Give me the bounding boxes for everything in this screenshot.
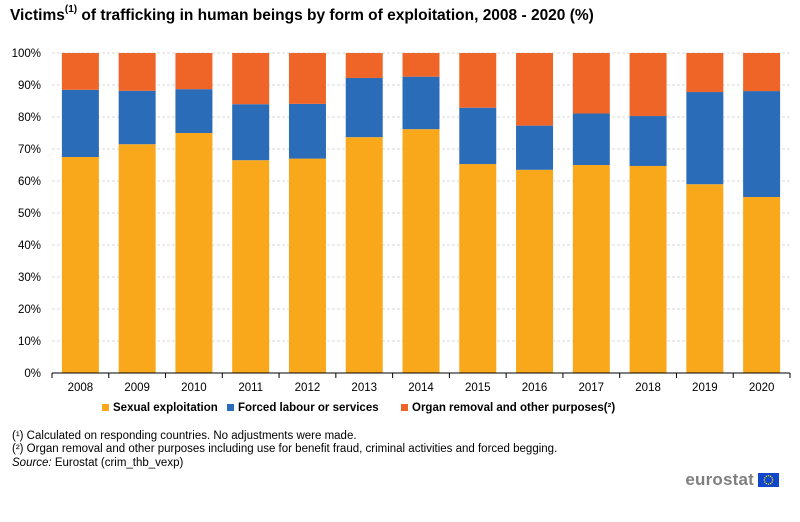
eurostat-logo-text: eurostat [685, 470, 754, 489]
y-axis-ticks: 0% 10% 20% 30% 40% 50% 60% 70% 80% 90% 100% [12, 48, 41, 380]
y-tick-label: 0% [24, 368, 41, 380]
y-tick-label: 40% [18, 240, 41, 252]
eu-flag-icon [758, 473, 779, 487]
x-tick-label: 2011 [238, 382, 263, 394]
bar-segment [686, 92, 724, 185]
bar-segment [572, 113, 610, 165]
flag-star [767, 483, 770, 485]
source-text: Eurostat (crim_thb_vexp) [51, 457, 184, 469]
source-line: Source: Eurostat (crim_thb_vexp) [12, 457, 183, 469]
y-tick-label: 20% [18, 304, 41, 316]
flag-star [767, 475, 770, 477]
bar-segment [118, 53, 156, 91]
x-tick-label: 2016 [522, 382, 548, 394]
legend: Sexual exploitation Forced labour or serv… [102, 402, 615, 414]
bar-segment [345, 77, 383, 138]
bar-segment [61, 53, 99, 90]
bar-segment [459, 164, 497, 373]
flag-star [764, 477, 766, 479]
flag-star [769, 482, 772, 485]
source-label: Source: [12, 457, 52, 469]
x-tick-label: 2008 [68, 382, 94, 394]
bar-segment [232, 53, 270, 105]
flag-star [771, 481, 773, 483]
y-tick-label: 100% [12, 48, 41, 60]
x-axis-ticks: 2008 2009 2010 2011 2012 2013 2014 2015 2016 2017… [51, 373, 791, 394]
y-tick-label: 70% [18, 144, 41, 156]
y-tick-label: 80% [18, 112, 41, 124]
bar-segment [402, 129, 440, 373]
flag-background [758, 473, 779, 487]
flag-star [772, 479, 774, 481]
bar-segment [743, 53, 781, 92]
footnote-1: (¹) Calculated on responding countries. … [12, 430, 357, 442]
bar-segment [232, 104, 270, 161]
bar-segment [629, 116, 667, 166]
x-tick-label: 2010 [181, 382, 207, 394]
y-tick-label: 90% [18, 80, 41, 92]
bar-segment [459, 107, 497, 165]
bar-segment [402, 53, 440, 77]
x-tick-label: 2012 [295, 382, 321, 394]
flag-star [771, 477, 773, 479]
bar-segment [175, 53, 213, 90]
flag-star [765, 482, 768, 485]
bar-segment [516, 53, 554, 126]
bar-segment [516, 169, 554, 373]
bar-segment [288, 103, 326, 159]
bar-segment [175, 89, 213, 133]
bar-segment [118, 90, 156, 145]
y-tick-label: 30% [18, 272, 41, 284]
x-tick-label: 2018 [635, 382, 661, 394]
bar-segment [572, 53, 610, 114]
flag-star [763, 479, 765, 481]
bar-segment [686, 53, 724, 93]
x-tick-label: 2019 [692, 382, 718, 394]
bar-segment [61, 157, 99, 373]
x-tick-label: 2015 [465, 382, 491, 394]
legend-swatch [102, 404, 109, 411]
flag-star [769, 475, 772, 478]
bar-segment [175, 133, 213, 373]
bar-segment [402, 76, 440, 130]
bar-segment [686, 184, 724, 373]
footnote-2: (²) Organ removal and other purposes inc… [12, 443, 558, 455]
bar-segment [61, 89, 99, 157]
bar-segment [345, 137, 383, 373]
bar-segment [743, 197, 781, 373]
y-tick-label: 50% [18, 208, 41, 220]
legend-label: Forced labour or services [238, 402, 379, 414]
stacked-bar-chart: 0%10%20%30%40%50%60%70%80%90%100% 2008 20… [12, 48, 791, 414]
eurostat-logo: eurostat [685, 470, 779, 490]
legend-swatch [227, 404, 234, 411]
x-tick-label: 2020 [749, 382, 775, 394]
chart-title: Victims(1) of trafficking in human being… [10, 4, 594, 25]
bar-segment [288, 158, 326, 373]
y-tick-label: 60% [18, 176, 41, 188]
bar-segment [572, 165, 610, 373]
bars [61, 53, 781, 373]
x-tick-label: 2014 [408, 382, 434, 394]
bar-segment [743, 91, 781, 197]
x-tick-label: 2009 [124, 382, 150, 394]
legend-swatch [401, 404, 408, 411]
bar-segment [118, 144, 156, 373]
flag-star [765, 475, 768, 478]
bar-segment [288, 53, 326, 104]
legend-label: Sexual exploitation [113, 402, 218, 414]
gridlines [52, 52, 790, 342]
bar-segment [345, 53, 383, 78]
bar-segment [516, 125, 554, 170]
flag-star [764, 481, 766, 483]
bar-segment [629, 53, 667, 117]
y-tick-label: 10% [18, 336, 41, 348]
bar-segment [232, 160, 270, 373]
legend-label: Organ removal and other purposes(²) [412, 402, 615, 414]
x-tick-label: 2017 [579, 382, 605, 394]
x-tick-label: 2013 [351, 382, 377, 394]
bar-segment [629, 165, 667, 373]
bar-segment [459, 53, 497, 108]
